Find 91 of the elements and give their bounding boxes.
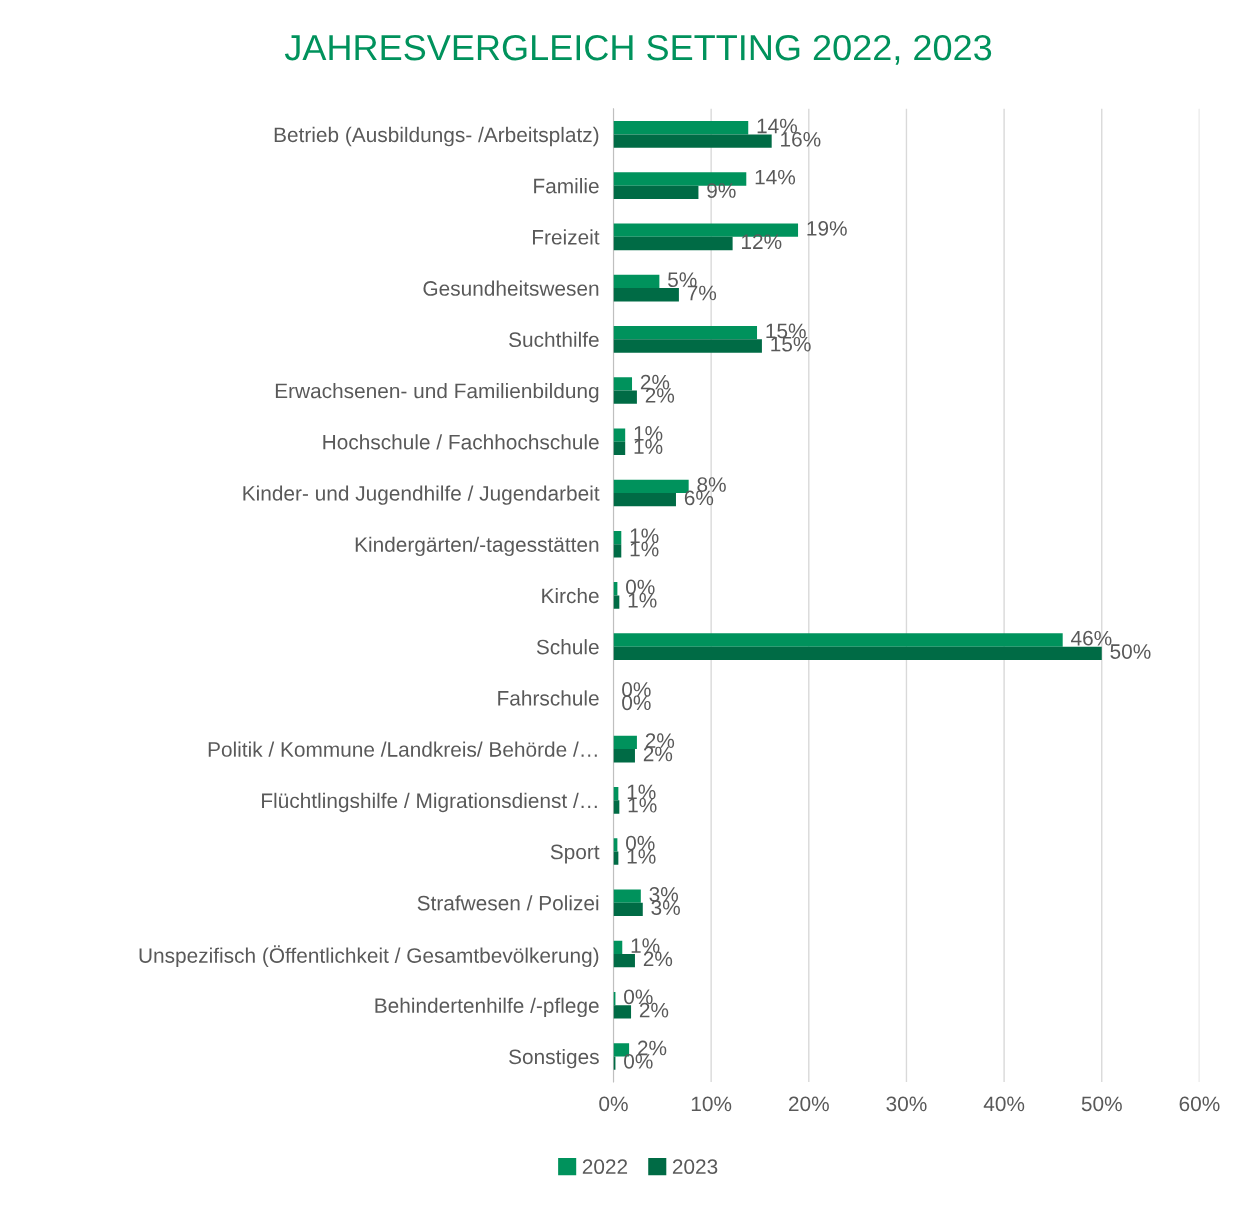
- bar: [613, 377, 633, 391]
- y-tick-label: Kirche: [542, 587, 599, 604]
- data-label: 14%: [757, 118, 798, 134]
- y-tick-label: Fahrschule: [498, 690, 599, 706]
- data-label: 7%: [687, 285, 717, 301]
- data-label: 0%: [624, 989, 653, 1005]
- bar: [613, 1005, 632, 1019]
- legend-label: 2022: [582, 1159, 628, 1175]
- bar: [613, 735, 637, 750]
- bar: [613, 902, 643, 917]
- data-label: 15%: [766, 323, 806, 339]
- x-tick-label: 0%: [599, 1096, 628, 1112]
- data-label: 1%: [630, 528, 659, 544]
- bar: [613, 544, 622, 558]
- y-tick-label: Schule: [536, 639, 599, 655]
- legend-label: 2023: [672, 1159, 718, 1175]
- data-label: 2%: [639, 1002, 669, 1018]
- bar: [613, 326, 758, 340]
- data-label: 5%: [668, 272, 697, 288]
- data-label: 16%: [781, 131, 821, 147]
- data-label: 14%: [755, 169, 796, 185]
- x-tick-label: 60%: [1179, 1096, 1220, 1112]
- data-label: 0%: [626, 579, 655, 595]
- bar: [613, 441, 626, 456]
- bar: [613, 749, 635, 763]
- x-tick-label: 40%: [983, 1096, 1025, 1112]
- data-label: 2%: [643, 746, 673, 762]
- data-label: 2%: [643, 951, 673, 967]
- data-label: 6%: [684, 490, 714, 506]
- y-tick-label: Sonstiges: [509, 1048, 599, 1069]
- y-tick-label: Betrieb (Ausbildungs- /Arbeitsplatz): [274, 126, 599, 147]
- y-tick-label: Flüchtlingshilfe / Migrationsdienst /…: [262, 792, 597, 813]
- bar: [613, 236, 733, 251]
- y-tick-label: Erwachsenen- und Familienbildung: [275, 382, 599, 403]
- bar: [613, 121, 749, 135]
- data-label: 2%: [645, 733, 675, 748]
- bar: [613, 428, 626, 442]
- y-tick-label: Suchthilfe: [509, 331, 599, 348]
- y-tick-label: Hochschule / Fachhochschule: [323, 434, 599, 450]
- bar: [613, 339, 762, 353]
- data-label: 0%: [624, 1053, 653, 1069]
- data-label: 46%: [1070, 630, 1112, 646]
- bar: [613, 390, 637, 404]
- data-label: 2%: [645, 388, 675, 403]
- y-tick-label: Gesundheitswesen: [423, 280, 599, 296]
- data-label: 12%: [742, 234, 782, 250]
- y-tick-label: Freizeit: [533, 229, 600, 245]
- bar: [613, 288, 679, 302]
- bar: [613, 595, 620, 609]
- y-tick-label: Strafwesen / Polizei: [417, 895, 599, 911]
- y-tick-label: Kinder- und Jugendhilfe / Jugendarbeit: [243, 485, 600, 505]
- chart-title: JAHRESVERGLEICH SETTING 2022, 2023: [284, 34, 992, 65]
- data-label: 1%: [627, 849, 656, 864]
- data-label: 0%: [622, 682, 651, 697]
- y-tick-label: Unspezifisch (Öffentlichkeit / Gesamtbevölkerung): [139, 945, 599, 968]
- bar: [613, 185, 699, 199]
- data-label: 2%: [640, 374, 670, 390]
- bar: [613, 633, 1063, 647]
- y-tick-label: Kindergärten/-tagesstätten: [355, 536, 599, 557]
- bar: [613, 274, 660, 289]
- data-label: 3%: [651, 900, 680, 916]
- bar: [613, 646, 1102, 660]
- data-label: 1%: [628, 797, 657, 813]
- data-label: 19%: [807, 221, 847, 236]
- data-label: 15%: [771, 336, 811, 352]
- bar: [613, 889, 641, 903]
- y-tick-label: Familie: [534, 178, 599, 194]
- x-tick-label: 10%: [691, 1096, 732, 1112]
- bar: [613, 800, 620, 814]
- data-label: 2%: [637, 1040, 667, 1056]
- x-tick-label: 50%: [1081, 1096, 1122, 1112]
- data-label: 0%: [626, 835, 655, 851]
- bar: [613, 134, 772, 148]
- bar: [613, 492, 676, 507]
- data-label: 1%: [634, 439, 663, 454]
- y-tick-label: Sport: [550, 844, 600, 864]
- data-label: 1%: [627, 784, 656, 800]
- bar: [613, 954, 635, 968]
- data-label: 0%: [622, 695, 651, 711]
- data-label: 9%: [707, 183, 736, 198]
- data-label: 1%: [631, 938, 660, 953]
- data-label: 1%: [634, 426, 663, 441]
- x-tick-label: 30%: [886, 1096, 927, 1112]
- data-label: 3%: [649, 886, 679, 902]
- data-label: 1%: [630, 541, 659, 557]
- y-tick-label: Politik / Kommune /Landkreis/ Behörde /…: [208, 741, 597, 757]
- x-tick-label: 20%: [788, 1096, 829, 1112]
- data-label: 1%: [628, 593, 657, 608]
- y-tick-label: Behindertenhilfe /-pflege: [375, 997, 599, 1018]
- data-label: 8%: [697, 477, 726, 492]
- data-label: 50%: [1110, 644, 1151, 659]
